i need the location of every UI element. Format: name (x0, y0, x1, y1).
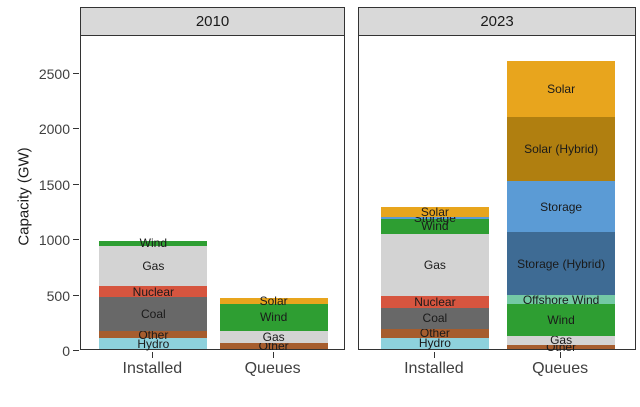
segment-label: Solar (420, 205, 449, 220)
segment-wind: Wind (380, 219, 489, 234)
y-axis-tick (73, 128, 79, 129)
y-axis-tick (73, 72, 79, 74)
segment-label: Hydro (137, 336, 170, 351)
plot-area: Hydro Other Coal Nuclear Gas Wind Other Gas Wind… (80, 36, 345, 353)
facet-title: 2010 (195, 13, 230, 30)
segment-label: Wind (421, 219, 449, 234)
segment-hydro: Hydro (99, 336, 208, 351)
y-axis-tick (73, 183, 79, 185)
segment-solar: Solar (507, 60, 616, 118)
y-axis-tick (73, 350, 79, 351)
segment-label: Storage (Hybrid) (517, 256, 606, 271)
x-axis-tick (560, 352, 562, 358)
segment-label: Wind (547, 312, 575, 327)
segment-storage: Storage (507, 181, 616, 233)
segment-label: Gas (142, 258, 165, 273)
segment-label: Other (258, 338, 289, 353)
segment-other: Other (380, 326, 489, 341)
y-axis-tick (73, 239, 79, 240)
facet-strip: 2010 (80, 7, 345, 36)
bar-2023-queues: Other Gas Wind Offshore Wind Storage (Hybrid… (507, 60, 616, 353)
segment-storage-hybrid-: Storage (Hybrid) (507, 232, 616, 296)
segment-label: Solar (Hybrid) (524, 142, 599, 157)
facet-panel-2023: 2023 Hydro Other Coal Nuclear Gas Wind Storage S… (358, 7, 636, 353)
segment-label: Other (419, 326, 450, 341)
y-axis-tick-label: 500 (46, 287, 70, 304)
plot-area: Hydro Other Coal Nuclear Gas Wind Storage Solar… (358, 36, 636, 353)
segment-label: Hydro (418, 336, 451, 351)
y-axis-tick-label: 1500 (38, 176, 70, 193)
segment-wind: Wind (99, 237, 208, 249)
facet-title: 2023 (480, 13, 514, 30)
segment-coal: Coal (380, 307, 489, 329)
x-axis-category-label: Installed (122, 360, 183, 377)
y-axis-tick (73, 294, 79, 296)
segment-gas: Gas (99, 245, 208, 287)
segment-label: Coal (141, 307, 166, 322)
segment-label: Nuclear (414, 294, 456, 309)
segment-label: Wind (259, 310, 288, 325)
segment-label: Solar (547, 82, 576, 96)
segment-other: Other (219, 338, 328, 353)
segment-offshore-wind: Offshore Wind (507, 292, 616, 307)
segment-nuclear: Nuclear (380, 294, 489, 309)
segment-label: Storage (540, 199, 583, 214)
segment-gas: Gas (219, 330, 328, 345)
segment-label: Wind (139, 236, 168, 251)
y-axis-tick-label: 1000 (38, 232, 70, 248)
x-axis-tick (433, 352, 435, 358)
x-axis-category-label: Installed (404, 360, 464, 377)
facet-strip: 2023 (358, 7, 636, 36)
segment-label: Coal (422, 311, 448, 326)
segment-solar: Solar (219, 293, 328, 308)
segment-wind: Wind (507, 303, 616, 336)
x-axis-category-label: Queues (244, 360, 301, 377)
x-axis-tick (272, 352, 274, 358)
y-axis-tick-label: 2500 (38, 65, 70, 82)
segment-label: Gas (423, 258, 446, 273)
segment-label: Solar (259, 293, 288, 308)
segment-coal: Coal (99, 297, 208, 332)
segment-wind: Wind (219, 303, 328, 332)
segment-hydro: Hydro (380, 336, 489, 351)
facet-panel-2010: 2010 Hydro Other Coal Nuclear Gas Wind Other Gas… (80, 7, 345, 353)
segment-gas: Gas (380, 233, 489, 297)
segment-label: Nuclear (132, 284, 175, 299)
segment-solar: Solar (380, 205, 489, 220)
segment-label: Offshore Wind (522, 292, 600, 307)
segment-gas: Gas (507, 333, 616, 348)
bar-2010-queues: Other Gas Wind Solar (219, 293, 328, 353)
segment-label: Gas (262, 330, 285, 345)
segment-other: Other (99, 327, 208, 342)
segment-nuclear: Nuclear (99, 284, 208, 299)
x-axis-category-label: Queues (532, 360, 589, 377)
bar-2010-installed: Hydro Other Coal Nuclear Gas Wind (99, 237, 208, 351)
segment-label: Gas (550, 333, 573, 348)
y-axis-tick-label: 0 (62, 343, 70, 359)
segment-solar-hybrid-: Solar (Hybrid) (507, 117, 616, 182)
bar-2023-installed: Hydro Other Coal Nuclear Gas Wind Storage Solar (380, 205, 489, 351)
y-axis-tick-label: 2000 (38, 121, 70, 137)
segment-label: Other (138, 327, 169, 342)
x-axis-tick (152, 352, 154, 358)
